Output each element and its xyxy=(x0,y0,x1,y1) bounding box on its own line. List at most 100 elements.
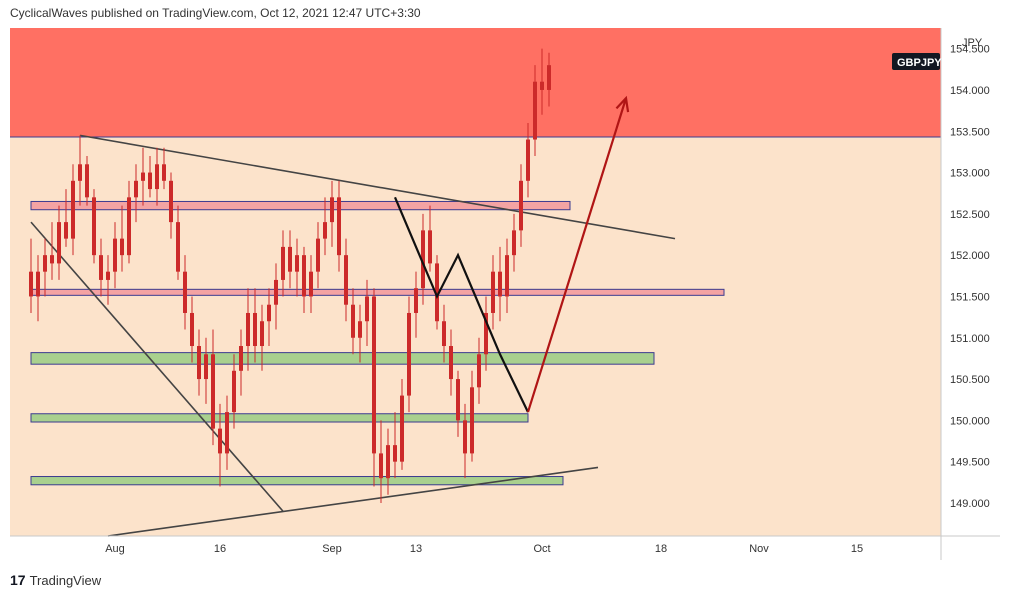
candle-body-70 xyxy=(519,180,523,231)
candle-body-24 xyxy=(197,346,201,380)
candle-body-20 xyxy=(169,180,173,223)
candle-body-31 xyxy=(246,312,250,347)
candle-body-17 xyxy=(148,172,152,190)
candle-body-34 xyxy=(267,304,271,322)
projection-arrowhead xyxy=(615,95,630,113)
candle-body-1 xyxy=(36,271,40,297)
symbol-name: GBPJPY xyxy=(897,57,942,69)
candle-body-42 xyxy=(323,222,327,239)
candle-body-45 xyxy=(344,255,348,305)
time-tick-1: 16 xyxy=(214,543,226,555)
candle-body-73 xyxy=(540,81,544,90)
candle-body-59 xyxy=(442,321,446,347)
time-tick-6: Nov xyxy=(749,543,769,555)
trendline-1 xyxy=(107,466,599,537)
candle-body-49 xyxy=(372,296,376,454)
candle-body-64 xyxy=(477,354,481,388)
candle-body-11 xyxy=(106,271,110,280)
candle-body-6 xyxy=(71,180,75,239)
candle-body-26 xyxy=(211,354,215,429)
candle-body-16 xyxy=(141,172,145,181)
candle-body-33 xyxy=(260,321,264,347)
candle-body-23 xyxy=(190,312,194,347)
price-tick-4: 151.000 xyxy=(950,333,990,345)
candle-body-60 xyxy=(449,346,453,380)
candle-body-32 xyxy=(253,312,257,347)
band-pink-0 xyxy=(30,200,571,211)
candle-body-18 xyxy=(155,164,159,190)
price-tick-11: 154.500 xyxy=(950,44,990,56)
price-tick-7: 152.500 xyxy=(950,209,990,221)
candle-body-35 xyxy=(274,279,278,305)
candle-body-25 xyxy=(204,354,208,380)
band-pink-1 xyxy=(30,288,725,296)
projection-arrow xyxy=(526,97,628,413)
time-axis: Aug 16 Sep 13 Oct 18 Nov 15 xyxy=(105,543,863,555)
time-tick-2: Sep xyxy=(322,543,342,555)
candle-body-5 xyxy=(64,222,68,239)
candle-body-27 xyxy=(218,428,222,454)
footer-brand: TradingView xyxy=(29,572,102,588)
candle-body-43 xyxy=(330,197,334,223)
candle-body-38 xyxy=(295,255,299,272)
candle-body-21 xyxy=(176,222,180,272)
candle-body-10 xyxy=(99,255,103,280)
projection-wave xyxy=(393,95,630,413)
candle-body-0 xyxy=(29,271,33,297)
price-tick-10: 154.000 xyxy=(950,85,990,97)
candle-body-74 xyxy=(547,65,551,90)
candle-body-15 xyxy=(134,180,138,198)
candle-body-63 xyxy=(470,387,474,454)
time-tick-5: 18 xyxy=(655,543,667,555)
candle-body-50 xyxy=(379,453,383,479)
candle-body-28 xyxy=(225,412,229,454)
price-tick-2: 150.000 xyxy=(950,415,990,427)
candle-body-2 xyxy=(43,255,47,272)
price-axis: 149.000 149.500 150.000 150.500 151.000 151.5… xyxy=(950,44,990,510)
candle-body-19 xyxy=(162,164,166,181)
candle-body-58 xyxy=(435,263,439,322)
candle-body-51 xyxy=(386,445,390,479)
candle-body-56 xyxy=(421,230,425,289)
resistance-zone xyxy=(10,28,941,138)
price-tick-1: 149.500 xyxy=(950,457,990,469)
candle-body-14 xyxy=(127,197,131,256)
price-tick-9: 153.500 xyxy=(950,126,990,138)
candle-body-7 xyxy=(78,164,82,181)
candle-body-44 xyxy=(337,197,341,256)
price-tick-0: 149.000 xyxy=(950,498,990,510)
candle-body-30 xyxy=(239,346,243,371)
time-tick-7: 15 xyxy=(851,543,863,555)
price-tick-3: 150.500 xyxy=(950,374,990,386)
candle-body-46 xyxy=(351,304,355,338)
publisher-header: CyclicalWaves published on TradingView.c… xyxy=(10,6,421,20)
candle-body-9 xyxy=(92,197,96,256)
candle-body-4 xyxy=(57,222,61,264)
candle-body-54 xyxy=(407,312,411,396)
tradingview-logo-icon: 17 xyxy=(10,572,26,588)
candle-body-61 xyxy=(456,379,460,421)
candle-body-69 xyxy=(512,230,516,256)
price-tick-5: 151.500 xyxy=(950,291,990,303)
price-tick-6: 152.000 xyxy=(950,250,990,262)
candle-body-53 xyxy=(400,395,404,462)
candle-body-36 xyxy=(281,246,285,280)
candle-body-3 xyxy=(50,255,54,264)
candlesticks xyxy=(29,48,551,503)
candle-body-47 xyxy=(358,321,362,338)
trendline-2 xyxy=(30,221,284,512)
candle-body-37 xyxy=(288,246,292,272)
candle-body-48 xyxy=(365,296,369,322)
band-green-4 xyxy=(30,476,564,486)
trendline-0 xyxy=(79,134,676,240)
time-tick-4: Oct xyxy=(533,543,550,555)
trendlines xyxy=(10,134,941,537)
band-green-2 xyxy=(30,352,655,365)
candle-body-72 xyxy=(533,81,537,140)
candle-body-67 xyxy=(498,271,502,297)
candle-body-13 xyxy=(120,238,124,256)
candle-body-66 xyxy=(491,271,495,313)
candle-body-40 xyxy=(309,271,313,297)
footer: 17 TradingView xyxy=(10,572,101,588)
